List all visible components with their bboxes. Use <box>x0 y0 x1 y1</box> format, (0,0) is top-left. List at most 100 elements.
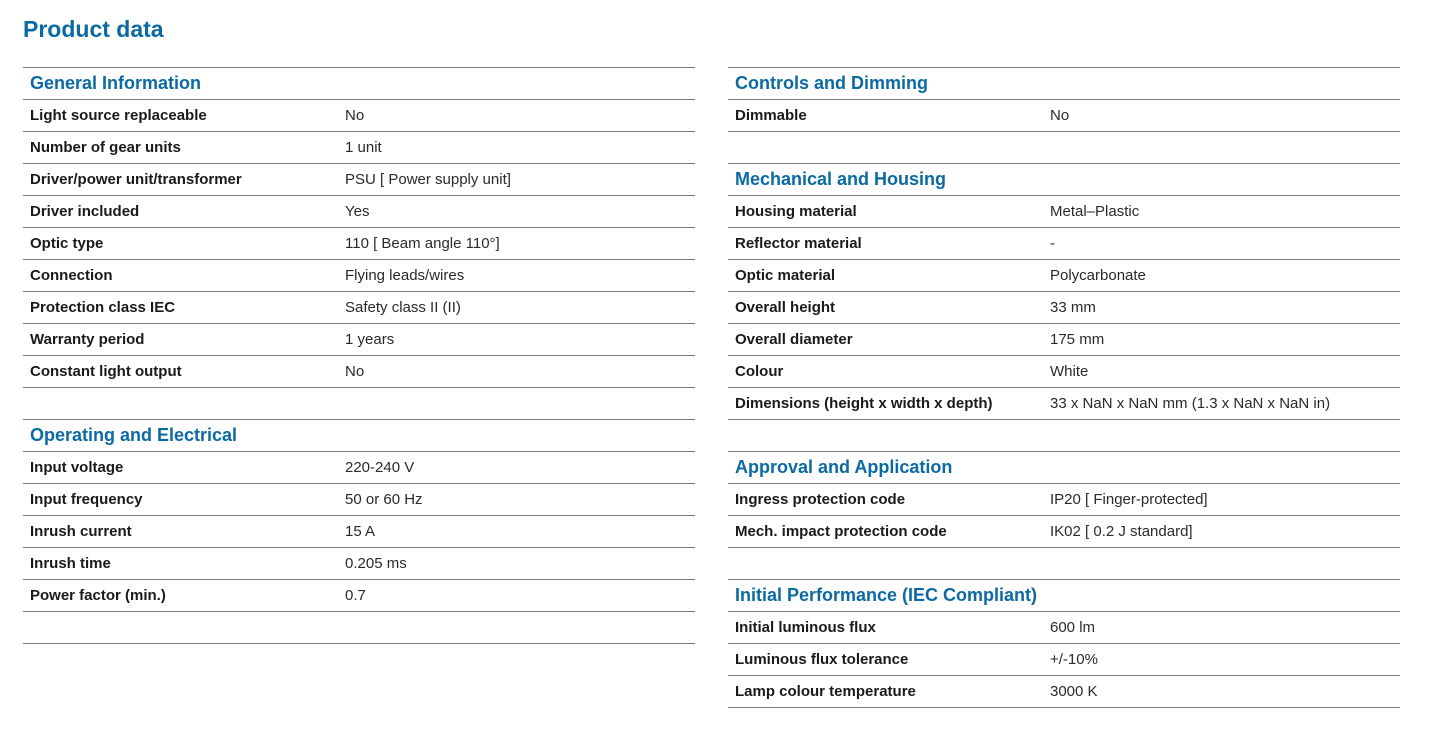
section-spacer <box>23 388 695 420</box>
table-row: Input frequency 50 or 60 Hz <box>23 484 695 516</box>
row-value: 1 years <box>345 331 395 348</box>
row-label: Input voltage <box>30 459 124 476</box>
row-value: White <box>1050 363 1089 380</box>
table-row: Inrush time 0.205 ms <box>23 548 695 580</box>
table-row: Dimmable No <box>728 100 1400 132</box>
row-value: Safety class II (II) <box>345 299 461 316</box>
table-row: Inrush current 15 A <box>23 516 695 548</box>
table-row: Input voltage 220-240 V <box>23 452 695 484</box>
row-label: Overall height <box>735 299 836 316</box>
row-label: Mech. impact protection code <box>735 523 947 540</box>
table-row: Lamp colour temperature 3000 K <box>728 676 1400 708</box>
section-title: Operating and Electrical <box>30 425 238 445</box>
table-row: Warranty period 1 years <box>23 324 695 356</box>
row-label: Connection <box>30 267 113 284</box>
row-label: Power factor (min.) <box>30 587 166 604</box>
row-label: Constant light output <box>30 363 182 380</box>
table-row: Constant light output No <box>23 356 695 388</box>
row-label: Initial luminous flux <box>735 619 876 636</box>
row-label: Driver/power unit/transformer <box>30 171 242 188</box>
row-value: - <box>1050 235 1055 252</box>
table-row: Optic type 110 [ Beam angle 110°] <box>23 228 695 260</box>
row-label: Protection class IEC <box>30 299 176 316</box>
table-row: Overall diameter 175 mm <box>728 324 1400 356</box>
table-row: Driver included Yes <box>23 196 695 228</box>
row-value: No <box>345 107 365 124</box>
row-label: Number of gear units <box>30 139 181 156</box>
row-value: No <box>345 363 365 380</box>
table-row: Mech. impact protection code IK02 [ 0.2 … <box>728 516 1400 548</box>
table-row: Optic material Polycarbonate <box>728 260 1400 292</box>
row-label: Housing material <box>735 203 857 220</box>
section-spacer <box>728 420 1400 452</box>
section-header-controls: Controls and Dimming <box>728 68 1400 100</box>
row-label: Warranty period <box>30 331 145 348</box>
row-value: IP20 [ Finger-protected] <box>1050 491 1208 508</box>
row-value: Metal–Plastic <box>1050 203 1140 220</box>
row-label: Inrush current <box>30 523 132 540</box>
row-value: Flying leads/wires <box>345 267 465 284</box>
right-column: Controls and Dimming Dimmable No Mechani… <box>728 67 1400 708</box>
row-value: 0.7 <box>345 587 366 604</box>
section-spacer <box>728 132 1400 164</box>
table-row: Reflector material - <box>728 228 1400 260</box>
row-value: 3000 K <box>1050 683 1098 700</box>
row-value: Polycarbonate <box>1050 267 1146 284</box>
row-label: Optic material <box>735 267 836 284</box>
table-row: Luminous flux tolerance +/-10% <box>728 644 1400 676</box>
row-value: IK02 [ 0.2 J standard] <box>1050 523 1193 540</box>
left-column: General Information Light source replace… <box>23 67 695 644</box>
row-value: 50 or 60 Hz <box>345 491 423 508</box>
table-row: Ingress protection code IP20 [ Finger-pr… <box>728 484 1400 516</box>
table-row: Housing material Metal–Plastic <box>728 196 1400 228</box>
row-label: Inrush time <box>30 555 111 572</box>
section-title: Controls and Dimming <box>735 73 928 93</box>
row-value: 33 mm <box>1050 299 1096 316</box>
row-label: Luminous flux tolerance <box>735 651 909 668</box>
divider <box>23 67 695 68</box>
table-row: Colour White <box>728 356 1400 388</box>
section-header-general: General Information <box>23 68 695 100</box>
row-value: 15 A <box>345 523 376 540</box>
row-label: Dimensions (height x width x depth) <box>735 395 993 412</box>
row-label: Ingress protection code <box>735 491 906 508</box>
row-value: 600 lm <box>1050 619 1096 636</box>
section-spacer <box>728 548 1400 580</box>
table-row: Initial luminous flux 600 lm <box>728 612 1400 644</box>
row-label: Lamp colour temperature <box>735 683 916 700</box>
row-value: No <box>1050 107 1070 124</box>
page-title: Product data <box>23 16 164 42</box>
table-row: Power factor (min.) 0.7 <box>23 580 695 612</box>
section-header-approval: Approval and Application <box>728 452 1400 484</box>
section-title: Initial Performance (IEC Compliant) <box>735 585 1038 605</box>
section-title: Mechanical and Housing <box>735 169 947 189</box>
row-label: Dimmable <box>735 107 807 124</box>
row-label: Overall diameter <box>735 331 853 348</box>
row-value: 1 unit <box>345 139 382 156</box>
row-label: Light source replaceable <box>30 107 207 124</box>
divider <box>728 67 1400 68</box>
section-title: Approval and Application <box>735 457 953 477</box>
row-value: PSU [ Power supply unit] <box>345 171 511 188</box>
row-value: 0.205 ms <box>345 555 407 572</box>
table-row: Light source replaceable No <box>23 100 695 132</box>
row-label: Optic type <box>30 235 104 252</box>
row-value: 110 [ Beam angle 110°] <box>345 235 500 252</box>
row-label: Reflector material <box>735 235 862 252</box>
section-header-performance: Initial Performance (IEC Compliant) <box>728 580 1400 612</box>
table-row: Protection class IEC Safety class II (II… <box>23 292 695 324</box>
section-spacer <box>23 612 695 644</box>
table-row: Overall height 33 mm <box>728 292 1400 324</box>
row-label: Input frequency <box>30 491 143 508</box>
table-row: Dimensions (height x width x depth) 33 x… <box>728 388 1400 420</box>
table-row: Connection Flying leads/wires <box>23 260 695 292</box>
row-value: Yes <box>345 203 370 220</box>
row-label: Colour <box>735 363 784 380</box>
section-header-mechanical: Mechanical and Housing <box>728 164 1400 196</box>
row-label: Driver included <box>30 203 140 220</box>
row-value: 175 mm <box>1050 331 1105 348</box>
table-row: Driver/power unit/transformer PSU [ Powe… <box>23 164 695 196</box>
row-value: 33 x NaN x NaN mm (1.3 x NaN x NaN in) <box>1050 395 1331 412</box>
section-header-electrical: Operating and Electrical <box>23 420 695 452</box>
section-title: General Information <box>30 73 202 93</box>
